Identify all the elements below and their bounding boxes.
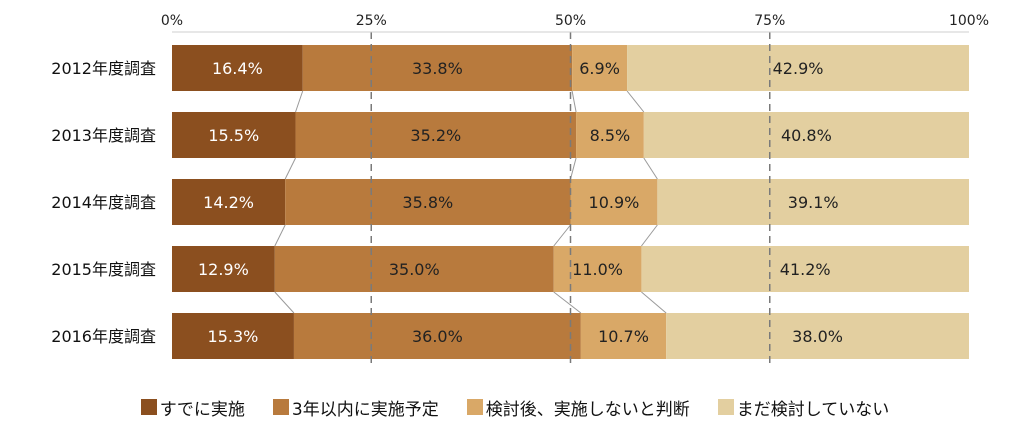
x-tick-label: 0%: [161, 13, 183, 29]
series-connector-line: [641, 224, 658, 247]
data-label: 41.2%: [780, 260, 831, 279]
category-label: 2013年度調査: [51, 126, 156, 145]
series-connector-line: [643, 157, 658, 180]
bar-segment: [580, 313, 667, 359]
x-tick-label: 50%: [555, 13, 586, 29]
data-label: 33.8%: [412, 59, 463, 78]
data-label: 11.0%: [572, 260, 623, 279]
bar-segment: [553, 246, 642, 292]
bar-segment: [172, 179, 286, 225]
bar-segment: [172, 313, 294, 359]
bar-segment: [576, 112, 644, 158]
series-connector-line: [295, 90, 304, 113]
bar-segment: [172, 112, 296, 158]
x-tick-label: 75%: [754, 13, 785, 29]
bar-segment: [172, 246, 275, 292]
legend-label: まだ検討していない: [736, 399, 890, 420]
category-label: 2014年度調査: [51, 193, 156, 212]
series-connector-line: [570, 157, 577, 180]
data-label: 14.2%: [203, 193, 254, 212]
series-connector-line: [641, 291, 667, 314]
legend-item-planned-within-3-years: 3年以内に実施予定: [272, 395, 439, 420]
data-label: 39.1%: [788, 193, 839, 212]
bar-segment: [285, 179, 571, 225]
series-connector-line: [571, 90, 577, 113]
data-label: 42.9%: [773, 59, 824, 78]
bar-segment: [295, 112, 577, 158]
data-label: 15.3%: [208, 327, 259, 346]
series-connector-line: [553, 224, 571, 247]
bar-segment: [172, 45, 303, 91]
bar-segment: [302, 45, 573, 91]
chart-legend: すでに実施 3年以内に実施予定 検討後、実施しないと判断 まだ検討していない: [0, 392, 1030, 422]
legend-swatch: [272, 399, 289, 415]
legend-item-decided-not-to-implement: 検討後、実施しないと判断: [466, 395, 690, 420]
legend-label: 検討後、実施しないと判断: [485, 399, 690, 420]
data-label: 38.0%: [792, 327, 843, 346]
data-label: 10.7%: [598, 327, 649, 346]
x-tick-label: 100%: [949, 13, 989, 29]
data-label: 35.8%: [402, 193, 453, 212]
series-connector-line: [284, 157, 296, 180]
data-label: 6.9%: [579, 59, 620, 78]
series-connector-line: [626, 90, 645, 113]
legend-swatch: [140, 399, 157, 415]
category-label: 2012年度調査: [51, 59, 156, 78]
category-label: 2016年度調査: [51, 327, 156, 346]
legend-item-not-yet-considered: まだ検討していない: [717, 395, 890, 420]
legend-label: 3年以内に実施予定: [291, 399, 439, 420]
data-label: 35.2%: [410, 126, 461, 145]
bar-segment: [627, 45, 969, 91]
data-label: 10.9%: [589, 193, 640, 212]
bar-segment: [572, 45, 628, 91]
legend-item-already-implemented: すでに実施: [140, 395, 245, 420]
data-label: 8.5%: [590, 126, 631, 145]
data-label: 12.9%: [198, 260, 249, 279]
bar-segment: [643, 112, 969, 158]
series-connector-line: [274, 291, 295, 314]
legend-swatch: [717, 399, 734, 415]
bar-segment: [570, 179, 658, 225]
series-connector-line: [274, 224, 286, 247]
bar-segment: [666, 313, 969, 359]
stacked-bar-chart: 0% 25% 50% 75% 100% 2012年度調査 16.4% 33.8% 6.9% 42.…: [51, 13, 989, 365]
category-label: 2015年度調査: [51, 260, 156, 279]
data-label: 36.0%: [412, 327, 463, 346]
legend-label: すでに実施: [159, 399, 245, 420]
bar-segment: [657, 179, 969, 225]
x-tick-label: 25%: [356, 13, 387, 29]
data-label: 40.8%: [781, 126, 832, 145]
bar-segment: [293, 313, 581, 359]
data-label: 35.0%: [389, 260, 440, 279]
series-connector-line: [553, 291, 582, 314]
data-label: 15.5%: [208, 126, 259, 145]
legend-swatch: [466, 399, 483, 415]
data-label: 16.4%: [212, 59, 263, 78]
bar-segment: [274, 246, 554, 292]
bar-segment: [641, 246, 969, 292]
